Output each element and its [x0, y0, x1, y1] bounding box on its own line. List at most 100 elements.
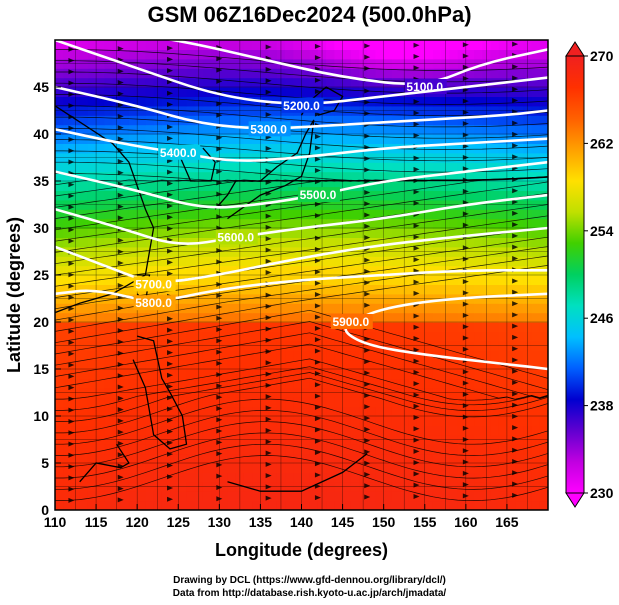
wind-arrow [364, 291, 371, 297]
wind-arrow [117, 271, 124, 277]
wind-arrow [68, 486, 75, 492]
wind-arrow [512, 447, 519, 453]
wind-arrow [216, 180, 223, 186]
wind-arrow [216, 439, 223, 445]
wind-arrow [512, 120, 519, 126]
wind-arrow [314, 167, 321, 173]
wind-arrow [462, 155, 469, 160]
wind-arrow [314, 472, 321, 478]
streamline [55, 421, 548, 468]
wind-arrow [68, 125, 75, 131]
wind-arrow [314, 427, 321, 433]
y-tick-label: 15 [33, 361, 49, 377]
wind-arrow [68, 373, 75, 379]
y-tick-label: 25 [33, 267, 49, 283]
wind-arrow [167, 383, 174, 389]
colorbar-tick-label: 246 [590, 310, 614, 326]
wind-arrow [314, 111, 321, 117]
contour-label-bg [281, 97, 324, 113]
wind-arrow [364, 235, 371, 241]
wind-arrow [216, 146, 223, 152]
wind-arrow [216, 304, 223, 310]
wind-arrow [512, 143, 519, 149]
wind-arrow [265, 303, 272, 309]
wind-arrow [462, 256, 469, 262]
wind-arrow [512, 278, 519, 284]
wind-arrow [314, 438, 321, 444]
y-tick-label: 10 [33, 408, 49, 424]
wind-arrow [462, 403, 469, 409]
wind-arrow [314, 89, 321, 95]
wind-arrow [216, 496, 223, 502]
wind-arrow [314, 213, 321, 219]
wind-arrow [216, 451, 223, 457]
wind-arrow [68, 91, 75, 97]
wind-arrow [462, 143, 469, 149]
wind-arrow [265, 382, 272, 388]
wind-arrow [413, 223, 420, 229]
wind-arrow [462, 64, 469, 70]
wind-arrow [512, 357, 519, 363]
wind-arrow [413, 166, 420, 172]
contour-label: 5500.0 [300, 188, 337, 202]
wind-arrow [364, 426, 371, 432]
streamline [55, 116, 548, 139]
wind-arrow [512, 86, 519, 92]
height-contour-5400.0 [55, 128, 548, 162]
wind-arrow [117, 418, 124, 424]
wind-arrow [413, 133, 420, 139]
wind-arrow [462, 414, 469, 420]
wind-arrow [167, 271, 174, 277]
wind-arrow [462, 312, 469, 318]
contour-label-bg [297, 187, 340, 203]
wind-arrow [68, 452, 75, 458]
wind-arrow [265, 145, 272, 151]
wind-arrow [462, 245, 469, 251]
wind-arrow [216, 214, 223, 220]
wind-arrow [462, 380, 469, 386]
streamline [55, 410, 548, 456]
streamline [55, 332, 548, 399]
wind-arrow [68, 328, 75, 334]
wind-arrow [68, 475, 75, 481]
wind-arrow [68, 497, 75, 503]
wind-arrow [314, 371, 321, 377]
x-axis-label: Longitude (degrees) [215, 540, 388, 560]
y-tick-label: 35 [33, 173, 49, 189]
wind-arrow [413, 460, 420, 466]
wind-arrow [314, 348, 321, 354]
wind-arrow [117, 237, 124, 243]
wind-arrow [364, 336, 371, 342]
wind-arrow [117, 373, 124, 379]
wind-arrow [364, 347, 371, 353]
wind-arrow [413, 155, 420, 161]
wind-arrow [216, 360, 223, 366]
wind-arrow [216, 405, 223, 411]
wind-arrow [216, 101, 223, 107]
wind-arrow [462, 279, 469, 285]
wind-arrow [462, 425, 469, 431]
wind-arrow [167, 361, 174, 367]
wind-arrow [314, 43, 321, 49]
wind-arrow [462, 482, 469, 488]
streamline [55, 265, 548, 344]
wind-arrow [216, 78, 223, 84]
wind-arrow [265, 461, 272, 467]
x-tick-label: 115 [85, 514, 108, 530]
wind-arrow [314, 145, 321, 151]
wind-arrow [314, 292, 321, 298]
wind-arrow [265, 247, 272, 253]
wind-arrow [512, 64, 519, 70]
y-tick-label: 30 [33, 220, 49, 236]
wind-arrow [413, 189, 420, 195]
wind-arrow [314, 382, 321, 388]
wind-arrow [68, 339, 75, 345]
wind-arrow [216, 349, 223, 355]
credit-line-2: Data from http://database.rish.kyoto-u.a… [172, 588, 447, 599]
wind-arrow [68, 57, 75, 63]
contour-label: 5800.0 [135, 296, 172, 310]
wind-arrow [512, 75, 519, 81]
wind-arrow [68, 430, 75, 436]
wind-arrow [512, 402, 519, 408]
wind-arrow [117, 113, 124, 119]
